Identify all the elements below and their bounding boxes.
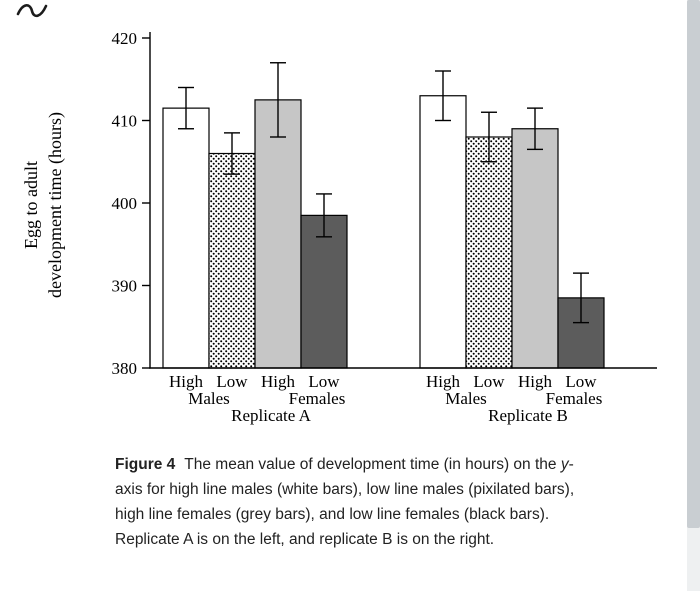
bar-tick-label: Low: [216, 372, 248, 391]
bar: [300, 214, 348, 369]
bar: [254, 99, 302, 369]
females-label: Females: [289, 389, 346, 408]
bar: [419, 95, 467, 369]
figure-label: Figure 4: [115, 456, 176, 473]
y-tick-label: 420: [112, 29, 138, 48]
y-tick-label: 380: [112, 359, 138, 378]
y-axis-title-line1: Egg to adult: [21, 161, 41, 249]
bar-tick-label: High: [518, 372, 553, 391]
caption-y-italic: y: [560, 456, 569, 473]
bar-tick-label: Low: [565, 372, 597, 391]
scrollbar-track[interactable]: [687, 0, 700, 591]
bar: [465, 136, 513, 369]
y-axis-title-line2: development time (hours): [45, 112, 66, 298]
figure-caption: Figure 4 The mean value of development ti…: [115, 452, 589, 552]
bar-tick-label: Low: [308, 372, 340, 391]
y-tick-label: 410: [112, 112, 138, 131]
males-label: Males: [445, 389, 487, 408]
scrollbar-thumb[interactable]: [687, 0, 700, 528]
replicate-label: Replicate A: [231, 406, 312, 425]
bar: [162, 107, 210, 369]
bar-tick-label: High: [426, 372, 461, 391]
replicate-label: Replicate B: [488, 406, 568, 425]
bar: [511, 128, 559, 369]
corner-scribble-mark: [16, 4, 48, 18]
males-label: Males: [188, 389, 230, 408]
caption-text-a: The mean value of development time (in h…: [184, 456, 561, 473]
y-tick-label: 390: [112, 277, 138, 296]
females-label: Females: [546, 389, 603, 408]
bar-tick-label: Low: [473, 372, 505, 391]
caption-text-b: -axis for high line males (white bars), …: [115, 456, 575, 549]
bar: [208, 152, 256, 369]
bar-tick-label: High: [261, 372, 296, 391]
bar-tick-label: High: [169, 372, 204, 391]
y-tick-label: 400: [112, 194, 138, 213]
